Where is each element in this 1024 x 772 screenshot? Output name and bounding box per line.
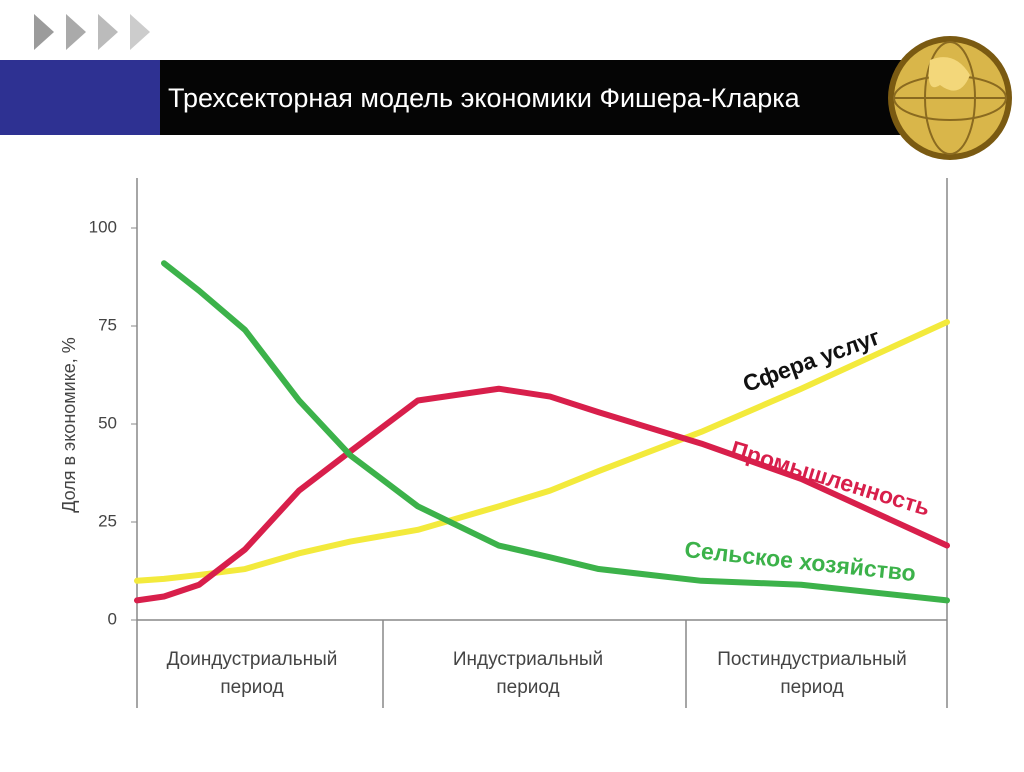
slide-title: Трехсекторная модель экономики Фишера-Кл… (168, 83, 801, 113)
y-tick-label: 25 (98, 511, 117, 530)
globe-icon (888, 36, 1012, 160)
x-category-label: Доиндустриальный период (167, 649, 338, 698)
x-category-label: Индустриальный период (453, 649, 603, 698)
nav-arrows (34, 14, 150, 50)
y-tick-label: 75 (98, 315, 117, 334)
series-line (134, 385, 950, 604)
y-tick-label: 100 (89, 217, 117, 236)
series-label: Промышленность (728, 435, 934, 520)
frame (136, 178, 948, 708)
y-axis-label: Доля в экономике, % (59, 337, 79, 513)
series-line (161, 260, 950, 604)
series-line (134, 319, 950, 584)
header-accent (0, 60, 160, 135)
y-tick-label: 50 (98, 413, 117, 432)
y-tick-label: 0 (108, 609, 117, 628)
x-category-label: Постиндустриальный период (717, 649, 907, 698)
header-bar (160, 60, 920, 135)
